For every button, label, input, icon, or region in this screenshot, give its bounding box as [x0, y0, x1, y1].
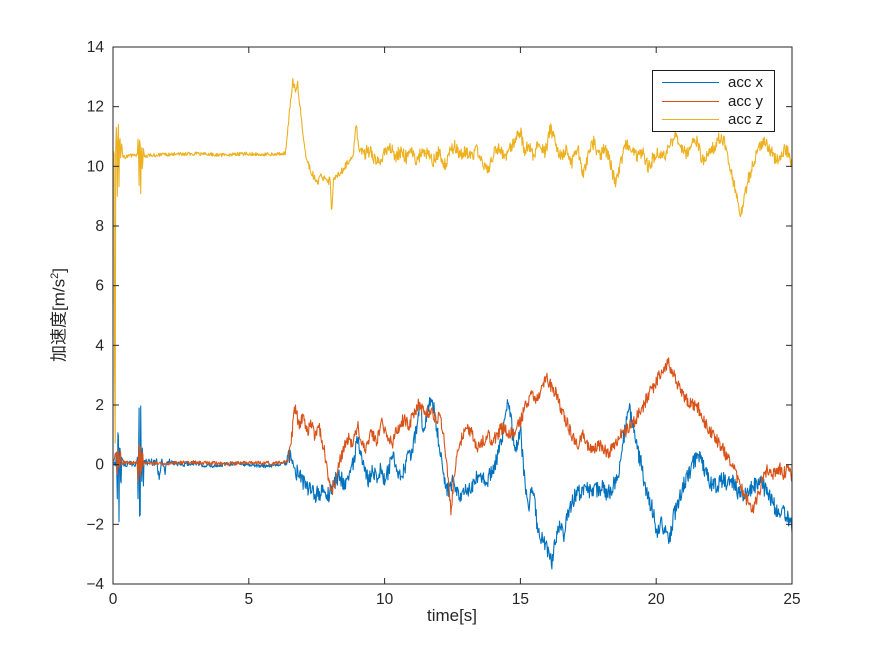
y-tick-label: 12 [87, 99, 104, 116]
legend: acc x acc y acc z [652, 70, 775, 132]
legend-line-sample-acc-x [662, 82, 719, 84]
y-axis-label-superscript: 2 [48, 272, 61, 279]
x-tick-label: 15 [512, 591, 529, 608]
legend-label-acc-y: acc y [728, 92, 764, 110]
legend-label-acc-x: acc x [728, 74, 764, 92]
x-tick-label: 25 [783, 591, 800, 608]
legend-label-acc-z: acc z [728, 110, 764, 128]
series-group [113, 77, 792, 570]
legend-entry-acc-z: acc z [653, 111, 774, 128]
y-tick-label: 2 [95, 397, 104, 414]
legend-line-sample-acc-z [662, 118, 719, 120]
y-tick-label: −4 [86, 576, 104, 593]
y-tick-label: 6 [95, 278, 104, 295]
legend-entry-acc-x: acc x [653, 74, 774, 91]
y-tick-label: −2 [86, 516, 104, 533]
series-line-acc-y [113, 357, 792, 516]
y-tick-label: 0 [95, 457, 104, 474]
series-line-acc-z [113, 77, 792, 444]
legend-line-sample-acc-y [662, 100, 719, 102]
axes-box [112, 46, 793, 585]
x-tick-label: 0 [109, 591, 118, 608]
x-axis-label: time[s] [426, 606, 478, 625]
legend-entry-acc-y: acc y [653, 93, 774, 110]
series-line-acc-x [113, 396, 792, 570]
y-tick-label: 4 [95, 337, 104, 354]
y-tick-label: 10 [87, 158, 105, 175]
x-tick-label: 20 [648, 591, 666, 608]
y-axis-label: 加速度[m/s2] [45, 268, 70, 362]
x-tick-label: 5 [244, 591, 253, 608]
y-axis-label-text: 加速度[m/s [49, 278, 69, 362]
y-axis-label-suffix: ] [49, 268, 69, 273]
y-tick-label: 8 [95, 218, 104, 235]
x-tick-label: 10 [376, 591, 394, 608]
y-tick-label: 14 [87, 39, 105, 56]
